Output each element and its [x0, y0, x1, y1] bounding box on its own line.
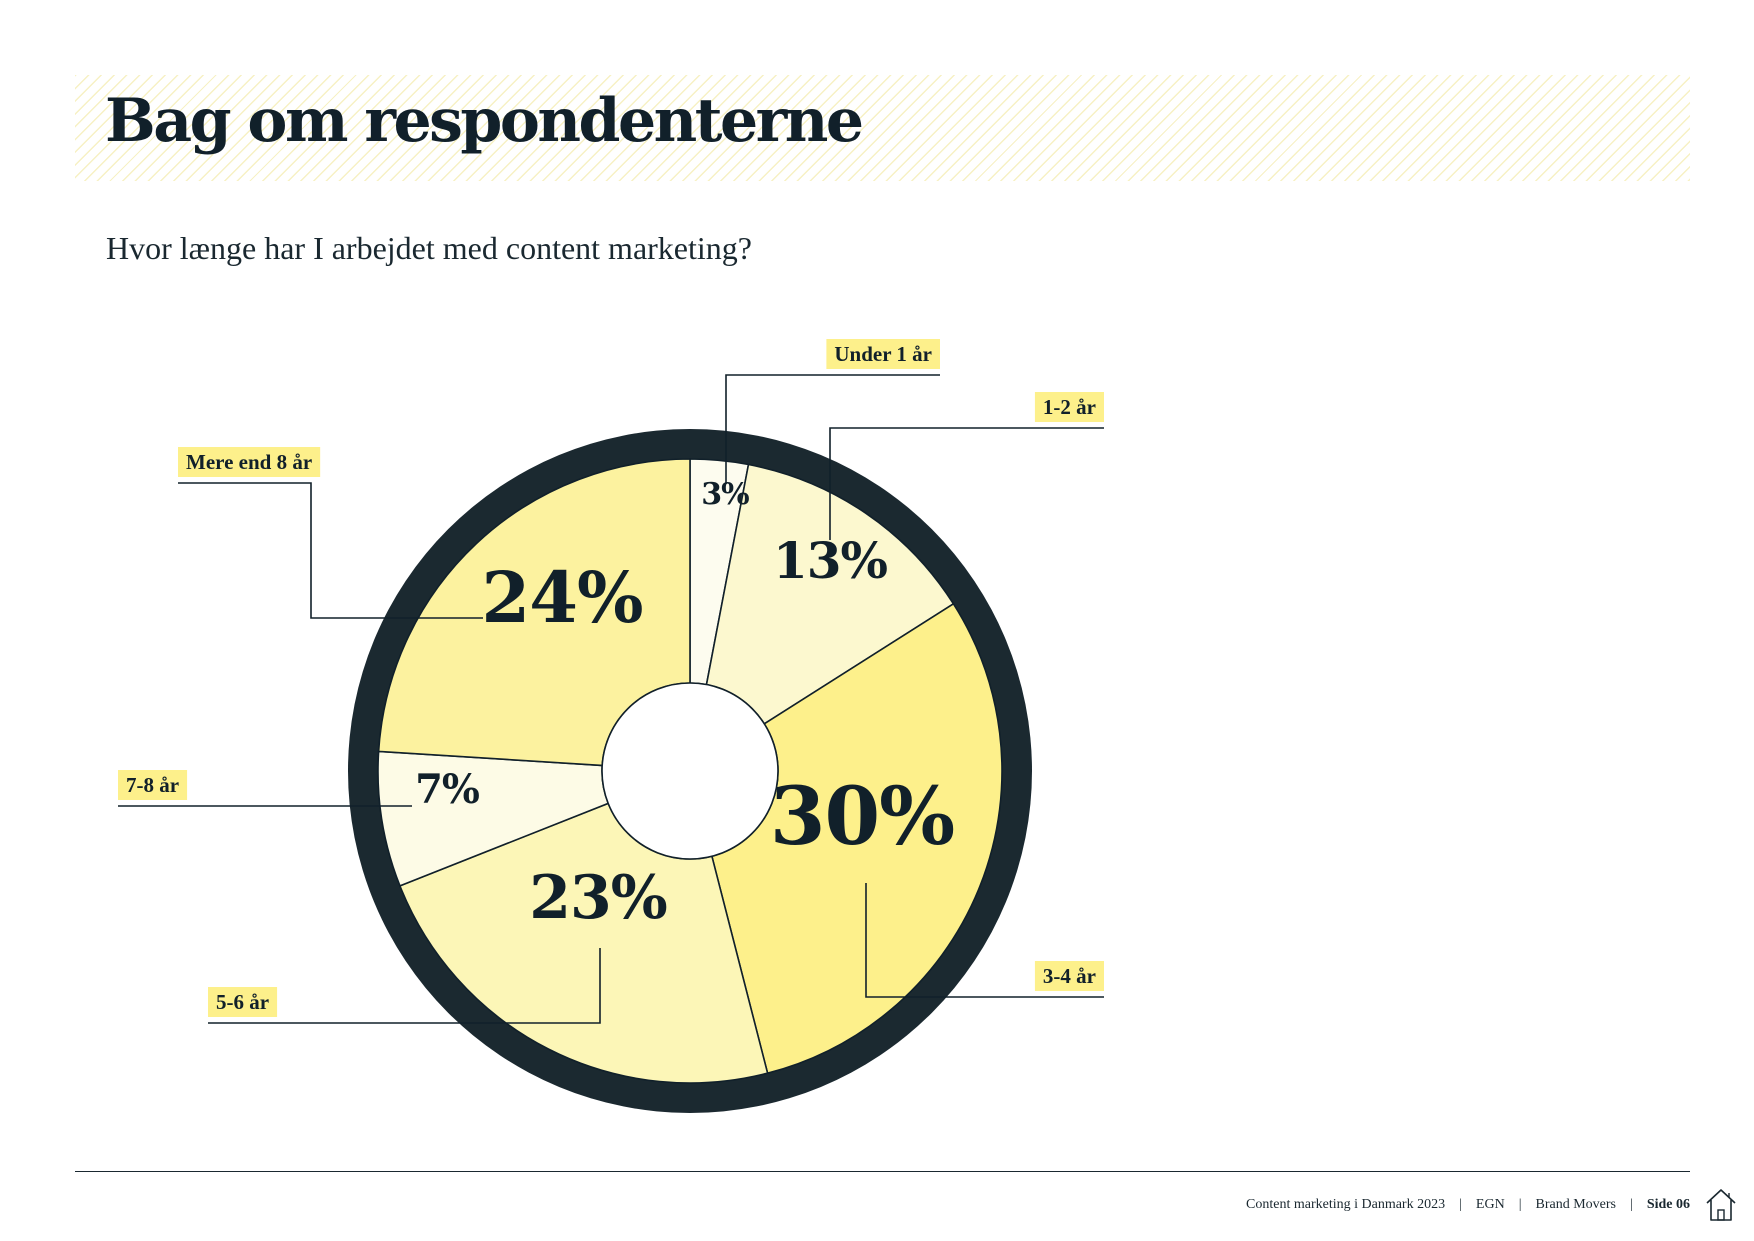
- category-highlight-under-1-r: [826, 339, 940, 369]
- footer-separator: |: [1630, 1197, 1633, 1212]
- percent-label-3-4-r: 30%: [770, 769, 954, 863]
- category-label-3-4-r: 3-4 år: [1043, 964, 1096, 988]
- category-highlight-5-6-r: [208, 987, 278, 1017]
- category-label-mere-end-8-r: Mere end 8 år: [186, 450, 312, 474]
- percent-label-under-1-r: 3%: [701, 477, 749, 512]
- percent-label-5-6-r: 23%: [529, 863, 667, 933]
- leader-line-3-4-r: [865, 883, 1104, 998]
- category-highlight-7-8-r: [118, 770, 188, 800]
- category-tag-mere-end-8-r: Mere end 8 år: [178, 447, 321, 477]
- percent-label-1-2-r: 13%: [773, 531, 888, 590]
- home-icon[interactable]: [1704, 1186, 1738, 1224]
- percent-label-mere-end-8-r: 24%: [482, 556, 643, 639]
- category-tag-1-2-r: 1-2 år: [1034, 392, 1104, 422]
- category-tag-5-6-r: 5-6 år: [208, 987, 278, 1017]
- footer-partner-brand-movers: Brand Movers: [1535, 1197, 1617, 1212]
- percent-label-7-8-r: 7%: [415, 766, 480, 813]
- category-highlight-3-4-r: [1034, 961, 1104, 991]
- category-highlight-mere-end-8-r: [178, 447, 321, 477]
- category-tag-7-8-r: 7-8 år: [118, 770, 188, 800]
- category-label-7-8-r: 7-8 år: [126, 773, 179, 797]
- footer-separator: |: [1459, 1197, 1462, 1212]
- leader-line-mere-end-8-r: [178, 482, 483, 619]
- category-label-5-6-r: 5-6 år: [216, 990, 269, 1014]
- footer-partner-egn: EGN: [1475, 1197, 1505, 1212]
- donut-chart: Under 1 år 3% 1-2 år 13% 3-4 år 30% 5-6 år 23% 7…: [118, 339, 1104, 1113]
- category-label-1-2-r: 1-2 år: [1043, 395, 1096, 419]
- footer-separator: |: [1518, 1197, 1522, 1212]
- leader-line-5-6-r: [208, 948, 601, 1024]
- footer-divider: [75, 1171, 1690, 1172]
- leader-line-1-2-r: [829, 427, 1104, 540]
- page-title: Bag om respondenterne: [105, 86, 864, 156]
- category-tag-3-4-r: 3-4 år: [1034, 961, 1104, 991]
- question-text: Hvor længe har I arbejdet med content ma…: [106, 230, 752, 266]
- category-highlight-1-2-r: [1034, 392, 1104, 422]
- footer-page-number: Side 06: [1646, 1197, 1690, 1212]
- title-band: [75, 75, 1690, 181]
- leader-line-under-1-r: [725, 374, 940, 484]
- category-tag-under-1-r: Under 1 år: [826, 339, 940, 369]
- category-label-under-1-r: Under 1 år: [834, 342, 932, 366]
- donut-hole: [601, 682, 779, 860]
- footer-publication: Content marketing i Danmark 2023: [1246, 1197, 1446, 1212]
- footer: Content marketing i Danmark 2023 | EGN |…: [1246, 1197, 1690, 1213]
